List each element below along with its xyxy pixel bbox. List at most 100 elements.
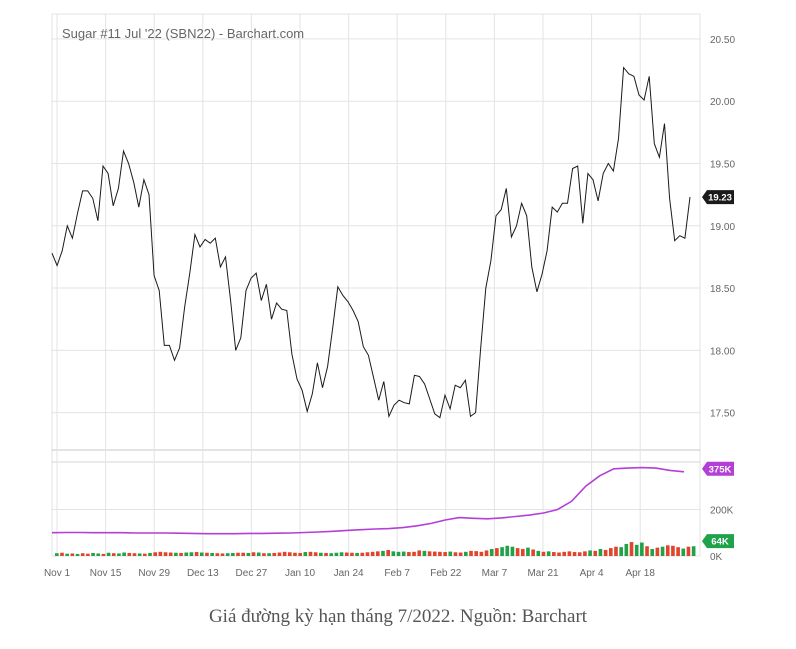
last-price-badge: 19.23 — [702, 190, 734, 205]
chart-title: Sugar #11 Jul '22 (SBN22) - Barchart.com — [62, 26, 304, 41]
volume-bar — [96, 553, 101, 556]
volume-bar — [122, 552, 126, 556]
volume-bar — [510, 546, 515, 556]
volume-bar — [541, 551, 546, 556]
volume-bar — [287, 552, 292, 556]
volume-bar — [75, 553, 80, 556]
volume-bar — [552, 552, 556, 556]
volume-bar — [500, 547, 504, 556]
volume-badge-text: 64K — [711, 537, 729, 548]
volume-bar — [360, 552, 365, 556]
volume-bar — [624, 543, 629, 556]
volume-bar — [557, 552, 561, 556]
volume-bar — [427, 551, 432, 556]
volume-bar — [665, 545, 670, 556]
volume-bar — [329, 553, 334, 556]
volume-bar — [629, 542, 634, 556]
volume-bar — [650, 549, 655, 556]
volume-bar — [60, 552, 64, 556]
volume-bar — [339, 552, 344, 556]
secondary-tick-label: 0K — [710, 552, 723, 563]
volume-bar — [531, 549, 535, 556]
open-interest-badge-text: 375K — [709, 464, 732, 475]
price-layer — [51, 66, 691, 419]
volume-bar — [215, 553, 220, 556]
volume-bar — [489, 549, 494, 556]
y-tick-label: 18.50 — [710, 284, 735, 295]
x-tick-label: Feb 7 — [384, 568, 410, 579]
volume-bar — [137, 553, 142, 556]
volume-bar — [520, 549, 525, 556]
volume-bar — [577, 552, 582, 556]
volume-bar — [536, 550, 541, 556]
y-tick-label: 19.00 — [710, 222, 735, 233]
volume-bar — [660, 546, 665, 556]
x-tick-label: Nov 1 — [44, 568, 71, 579]
volume-bar — [438, 551, 442, 556]
x-tick-label: Nov 15 — [90, 568, 122, 579]
x-tick-label: Jan 24 — [334, 568, 364, 579]
open-interest-badge-bg — [702, 461, 734, 476]
open-interest-badge: 375K — [702, 461, 734, 476]
volume-bar — [422, 550, 427, 556]
volume-bar — [199, 552, 204, 556]
volume-bar — [231, 552, 235, 556]
volume-bar — [241, 552, 246, 556]
volume-bar — [293, 552, 297, 556]
x-tick-label: Apr 4 — [580, 568, 604, 579]
last-price-badge-bg — [702, 190, 734, 205]
volume-bar — [401, 551, 406, 556]
volume-bar — [324, 552, 328, 556]
volume-bar — [443, 552, 447, 556]
volume-bar — [117, 553, 121, 556]
volume-bar — [350, 552, 354, 556]
volume-bar — [251, 552, 256, 556]
volume-bar — [588, 550, 592, 556]
volume-bar — [163, 552, 168, 556]
volume-bar — [158, 551, 163, 556]
y-tick-label: 19.50 — [710, 159, 735, 170]
volume-badge: 64K — [702, 534, 734, 549]
volume-bar — [634, 544, 639, 556]
volume-bar — [246, 552, 251, 556]
volume-bar — [277, 552, 282, 556]
volume-bar — [101, 553, 106, 556]
volume-bar — [386, 549, 390, 556]
volume-bar — [515, 548, 520, 556]
volume-bar — [567, 551, 572, 556]
volume-bar — [432, 551, 437, 556]
volume-bar — [495, 548, 499, 556]
volume-bar — [210, 552, 214, 556]
volume-bar — [448, 551, 453, 556]
volume-bar — [344, 552, 349, 556]
y-tick-label: 20.00 — [710, 97, 735, 108]
last-price-badge-text: 19.23 — [708, 193, 732, 204]
volume-bar — [619, 547, 623, 556]
volume-bar — [132, 553, 137, 556]
volume-bar — [298, 552, 302, 556]
volume-bar — [453, 552, 458, 556]
open-interest-layer — [51, 466, 685, 535]
volume-bar — [225, 553, 230, 556]
volume-bar — [262, 553, 266, 556]
x-tick-label: Feb 22 — [430, 568, 462, 579]
y-tick-label: 20.50 — [710, 35, 735, 46]
volume-bar — [562, 551, 567, 556]
volume-bar — [469, 550, 473, 556]
secondary-tick-label: 200K — [710, 505, 734, 516]
y-tick-label: 18.00 — [710, 346, 735, 357]
volume-bar — [376, 551, 380, 556]
volume-bar — [365, 552, 370, 556]
y-tick-label: 17.50 — [710, 409, 735, 420]
volume-bar — [417, 550, 422, 556]
volume-bar — [148, 552, 152, 556]
figure-caption: Giá đường kỳ hạn tháng 7/2022. Nguồn: Ba… — [208, 606, 588, 627]
open-interest-line — [51, 466, 685, 535]
x-tick-label: Dec 27 — [236, 568, 268, 579]
volume-bar — [484, 550, 489, 556]
volume-bar — [236, 552, 240, 556]
x-tick-label: Jan 10 — [285, 568, 315, 579]
volume-bar — [598, 549, 603, 556]
